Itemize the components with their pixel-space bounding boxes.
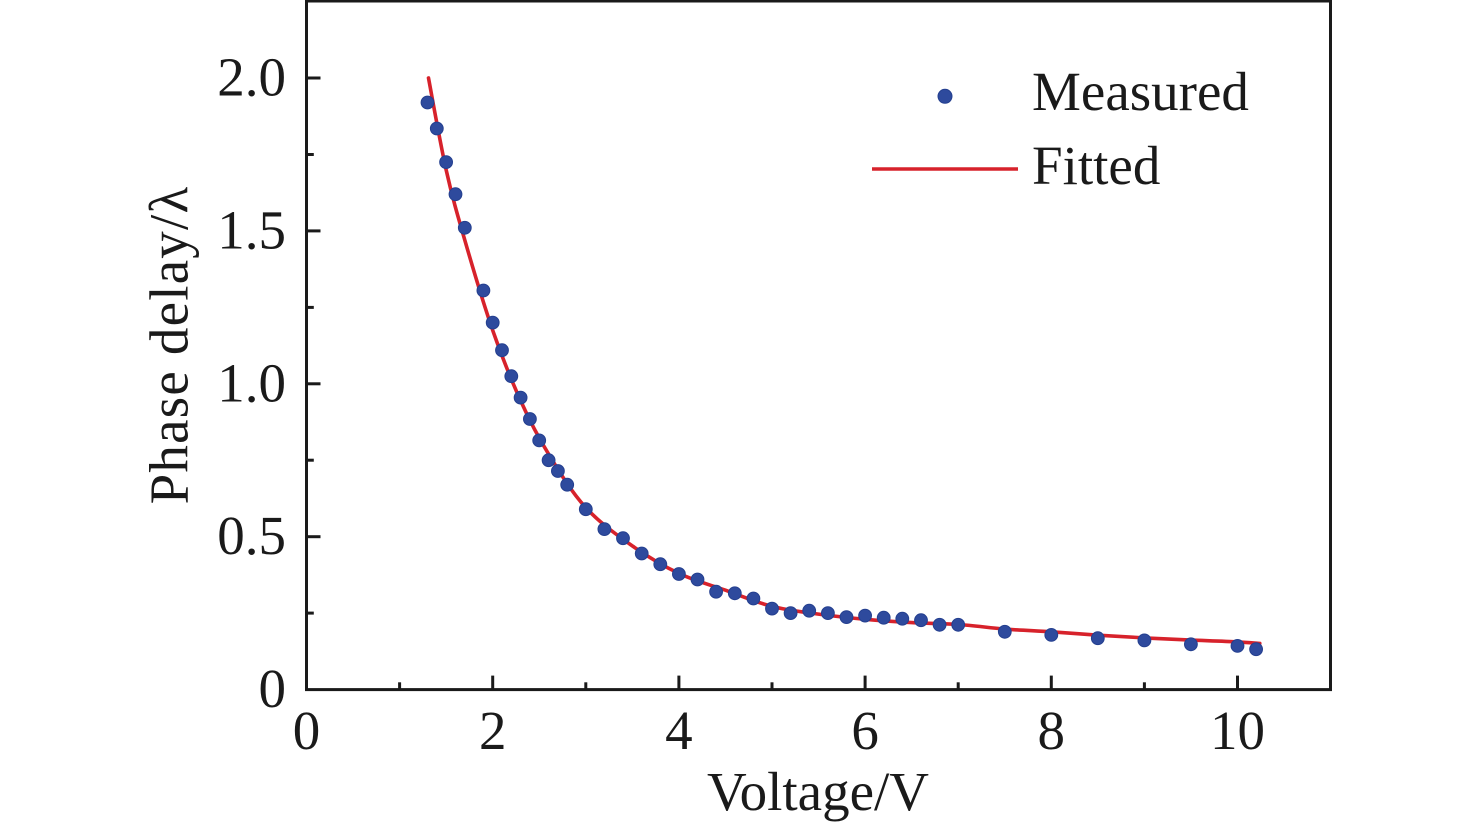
svg-text:1.5: 1.5 xyxy=(217,199,286,260)
svg-text:8: 8 xyxy=(1038,700,1066,761)
svg-text:0: 0 xyxy=(259,658,287,719)
svg-text:2: 2 xyxy=(479,700,507,761)
svg-text:6: 6 xyxy=(851,700,879,761)
svg-text:1.0: 1.0 xyxy=(217,352,286,413)
svg-text:Voltage/V: Voltage/V xyxy=(707,761,929,822)
svg-text:0.5: 0.5 xyxy=(217,505,286,566)
svg-text:Phase delay/λ: Phase delay/λ xyxy=(139,186,200,505)
svg-text:Fitted: Fitted xyxy=(1032,135,1160,196)
svg-text:10: 10 xyxy=(1210,700,1265,761)
svg-text:4: 4 xyxy=(665,700,693,761)
svg-text:0: 0 xyxy=(293,700,321,761)
svg-text:2.0: 2.0 xyxy=(217,47,286,108)
svg-text:Measured: Measured xyxy=(1032,61,1249,122)
